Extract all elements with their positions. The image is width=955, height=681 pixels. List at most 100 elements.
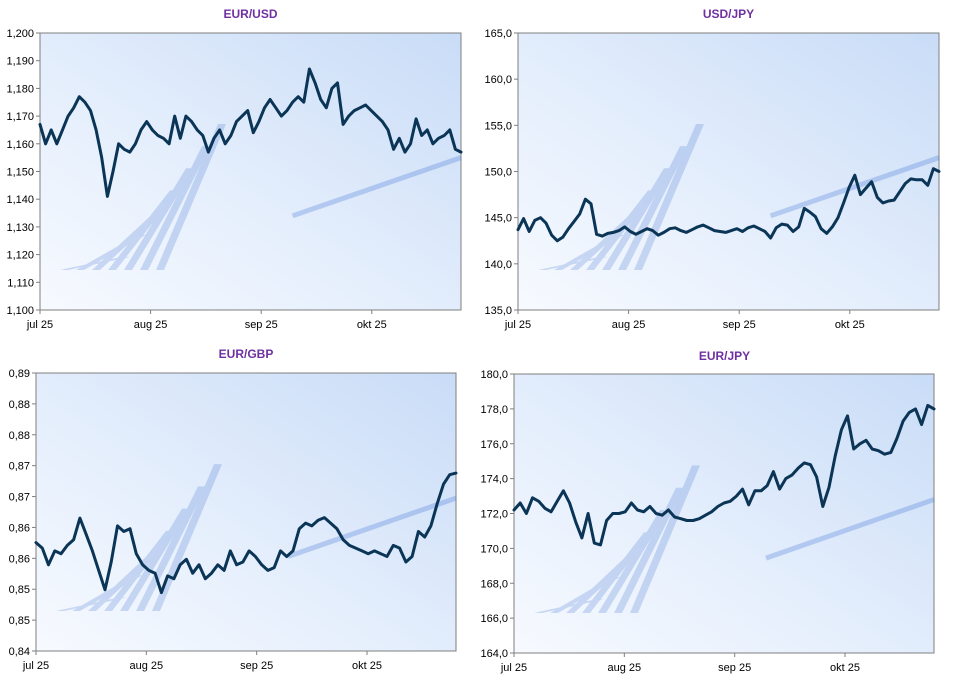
series-line — [38, 67, 463, 198]
background-streak — [769, 155, 940, 219]
y-tick-label: 0,85 — [9, 615, 30, 627]
y-tick-label: 165,0 — [484, 28, 512, 40]
y-tick-label: 1,100 — [6, 305, 34, 317]
background-bar — [630, 465, 700, 613]
background-bar — [566, 554, 636, 613]
x-tick-label: okt 25 — [357, 319, 387, 331]
y-tick-label: 0,84 — [9, 646, 30, 658]
background-bar — [136, 486, 206, 611]
y-tick-label: 1,150 — [6, 167, 34, 179]
series-line — [512, 403, 936, 547]
background-bar — [60, 256, 130, 270]
y-tick-label: 180,0 — [480, 369, 508, 381]
y-tick-label: 0,86 — [9, 522, 30, 534]
y-tick-label: 1,200 — [6, 28, 34, 40]
y-tick-label: 1,130 — [6, 222, 34, 234]
background-bar — [554, 234, 624, 270]
y-tick-label: 1,170 — [6, 111, 34, 123]
background-bar — [156, 123, 226, 270]
x-tick-label: jul 25 — [500, 662, 527, 674]
x-tick-label: okt 25 — [835, 319, 865, 331]
chart-title: USD/JPY — [702, 7, 755, 21]
x-tick-label: aug 25 — [134, 319, 168, 331]
y-tick-label: 170,0 — [480, 543, 508, 555]
background-image — [60, 123, 462, 270]
y-tick-label: 0,89 — [9, 368, 30, 380]
plot-area — [35, 372, 457, 652]
chart-panel-eurusd: EUR/USD 1,100 1,110 1,120 1,130 1,140 1,150 1,… — [0, 0, 478, 341]
x-tick-label: sep 25 — [245, 319, 278, 331]
background-bar — [72, 575, 142, 611]
background-image — [534, 465, 935, 613]
y-tick-label: 172,0 — [480, 509, 508, 521]
y-tick-label: 1,190 — [6, 56, 34, 68]
background-streak — [765, 497, 935, 561]
background-bar — [120, 508, 190, 611]
series-line — [516, 167, 941, 243]
y-tick-label: 140,0 — [484, 259, 512, 271]
background-bar — [108, 190, 178, 270]
chart-title: EUR/JPY — [698, 349, 751, 363]
y-tick-label: 0,87 — [9, 461, 30, 473]
plot-area — [513, 373, 935, 654]
y-tick-label: 1,140 — [6, 194, 34, 206]
y-tick-label: 1,110 — [7, 277, 34, 289]
background-streak — [291, 155, 462, 219]
x-tick-label: sep 25 — [718, 662, 751, 674]
line-chart-eurjpy: 164,0 166,0 168,0 170,0 172,0 174,0 176,0 178,0… — [480, 369, 936, 674]
chart-panel-usdjpy: USD/JPY 135,0 140,0 145,0 150,0 155,0 160,0 16… — [478, 0, 955, 341]
background-bar — [582, 532, 652, 613]
y-tick-label: 155,0 — [484, 120, 512, 132]
background-bar — [56, 597, 126, 611]
background-bar — [140, 146, 210, 270]
chart-panel-eurgbp: EUR/GBP 0,84 0,85 0,85 0,86 0,86 0,87 0,87 0,88… — [0, 341, 478, 681]
background-bar — [598, 510, 668, 613]
x-tick-label: jul 25 — [504, 319, 531, 331]
background-bar — [534, 599, 604, 613]
y-tick-label: 1,160 — [6, 139, 34, 151]
plot-area — [39, 32, 462, 311]
y-tick-label: 176,0 — [480, 439, 508, 451]
background-bar — [104, 530, 174, 611]
background-bar — [124, 168, 194, 270]
background-image — [56, 464, 457, 611]
background-bar — [76, 234, 146, 270]
x-tick-label: aug 25 — [612, 319, 646, 331]
background-bar — [88, 553, 158, 611]
series-line — [34, 471, 458, 595]
x-tick-label: okt 25 — [830, 662, 860, 674]
x-tick-label: okt 25 — [352, 660, 382, 672]
y-tick-label: 0,87 — [9, 492, 30, 504]
y-tick-label: 0,88 — [9, 430, 30, 442]
x-tick-label: aug 25 — [608, 662, 642, 674]
background-bar — [634, 123, 704, 270]
y-tick-label: 150,0 — [484, 167, 512, 179]
background-bar — [614, 487, 684, 613]
background-bar — [152, 464, 222, 611]
y-tick-label: 1,180 — [6, 83, 34, 95]
chart-panel-eurjpy: EUR/JPY 164,0 166,0 168,0 170,0 172,0 174,0 17… — [478, 341, 955, 681]
x-tick-label: jul 25 — [26, 319, 53, 331]
x-tick-label: jul 25 — [22, 660, 49, 672]
background-bar — [550, 576, 620, 613]
background-bar — [618, 146, 688, 270]
y-tick-label: 0,88 — [9, 399, 30, 411]
line-chart-eurgbp: 0,84 0,85 0,85 0,86 0,86 0,87 0,87 0,88 0,88 0,89… — [9, 368, 458, 672]
background-streak — [287, 495, 457, 559]
x-tick-label: aug 25 — [130, 660, 164, 672]
y-tick-label: 164,0 — [480, 648, 508, 660]
line-chart-usdjpy: 135,0 140,0 145,0 150,0 155,0 160,0 165,0 jul 2… — [484, 28, 941, 331]
chart-title: EUR/USD — [223, 7, 278, 21]
plot-area — [517, 32, 940, 311]
background-bar — [538, 256, 608, 270]
y-tick-label: 1,120 — [6, 250, 34, 262]
chart-title: EUR/GBP — [218, 347, 274, 361]
y-tick-label: 178,0 — [480, 404, 508, 416]
y-tick-label: 145,0 — [484, 213, 512, 225]
x-tick-label: sep 25 — [723, 319, 756, 331]
background-bar — [602, 168, 672, 270]
background-bar — [92, 212, 162, 270]
x-tick-label: sep 25 — [240, 660, 273, 672]
line-chart-eurusd: 1,100 1,110 1,120 1,130 1,140 1,150 1,160 1,170… — [6, 28, 463, 331]
y-tick-label: 0,86 — [9, 553, 30, 565]
